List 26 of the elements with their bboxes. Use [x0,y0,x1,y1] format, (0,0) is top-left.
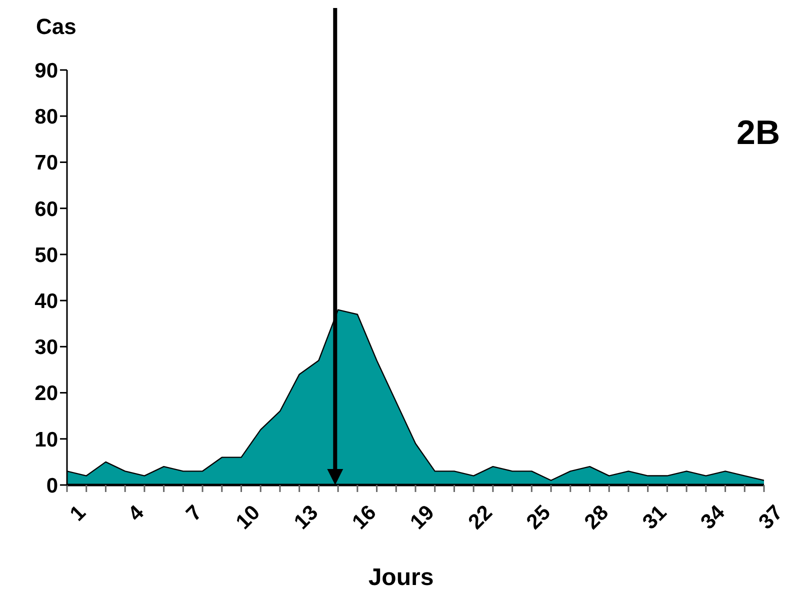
x-tick-label: 28 [580,500,614,534]
y-tick-label: 30 [34,336,58,360]
y-tick-label: 10 [34,428,58,452]
x-tick-label: 10 [232,501,265,534]
x-tick-label: 4 [124,500,149,526]
y-axis-title: Cas [36,14,76,40]
x-tick-label: 19 [406,501,439,534]
y-tick-label: 40 [34,290,58,314]
x-axis-title: Jours [367,564,435,592]
annotation: 2B [736,114,780,153]
y-tick-label: 50 [34,244,58,267]
x-tick-label: 34 [696,500,730,534]
x-tick-label: 13 [290,501,323,534]
x-tick-label: 7 [182,501,206,526]
y-tick-label: 90 [34,59,58,82]
x-tick-label: 25 [522,500,556,534]
x-tick-label: 31 [638,500,672,534]
y-tick-label: 80 [34,106,58,129]
x-tick-label: 1 [66,500,91,526]
y-tick-label: 0 [46,474,58,498]
x-tick-label: 22 [464,501,497,534]
y-tick-label: 70 [34,152,58,175]
y-tick-label: 20 [34,382,58,406]
x-tick-label: 16 [348,501,381,534]
y-tick-label: 60 [34,198,58,221]
x-tick-label: 37 [754,501,788,534]
